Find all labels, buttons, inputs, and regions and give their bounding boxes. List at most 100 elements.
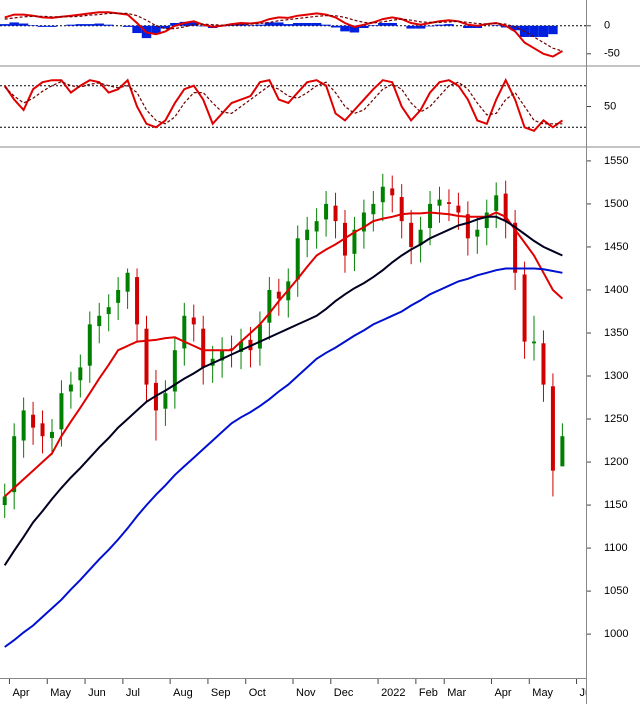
candle-body [522,274,527,342]
histogram-bar [387,22,397,26]
y-tick-label: 1450 [604,241,628,253]
histogram-bar [321,24,331,26]
candle-body [494,195,499,211]
candle-body [550,386,555,471]
candle-body [437,199,442,206]
candle-body [267,289,272,323]
candle-body [371,203,376,215]
x-tick-label: 2022 [381,687,405,699]
y-tick-label: 1500 [604,198,628,210]
candle-body [220,350,225,361]
histogram-bar [434,24,445,26]
histogram-bar [151,25,161,35]
histogram-bar [529,25,539,37]
histogram-bar [94,23,104,26]
histogram-bar [406,25,416,29]
candle-body [257,324,262,349]
histogram-bar [425,25,435,27]
plot-area: Apr May Jun Jul Aug Sep Oct Nov Dec 2022 Feb Mar Apr… [0,11,598,699]
candle-body [532,341,537,344]
y-tick-label: 1000 [604,628,628,640]
x-tick-label: May [50,687,71,699]
indicator-line [3,215,563,566]
histogram-bar [415,25,426,29]
histogram-bar [103,24,114,26]
histogram-bar [0,24,10,26]
candle-body [446,202,451,204]
y-tick-label: 50 [604,100,616,112]
x-tick-label: Jun [580,687,598,699]
x-tick-label: Mar [447,687,466,699]
candle-body [503,193,508,222]
candle-body [97,315,102,327]
candle-body [380,186,385,203]
candle-body [182,315,187,349]
x-tick-label: Apr [12,687,29,699]
candle-body [409,222,414,247]
histogram-bar [9,22,19,26]
x-tick-label: May [532,687,553,699]
y-tick-label: 1150 [604,499,628,511]
x-tick-label: Sep [211,687,231,699]
candle-body [475,229,480,237]
histogram-bar [37,25,48,27]
histogram-bar [538,25,549,37]
candle-body [295,238,300,280]
indicator-line [4,267,563,648]
histogram-bar [132,25,142,34]
candle-body [68,384,73,392]
histogram-bar [75,24,86,26]
candle-body [314,221,319,232]
histogram-bar [472,25,483,29]
y-tick-label: 1250 [604,413,628,425]
candle-body [560,436,565,467]
candle-body [78,367,83,381]
candle-body [390,188,395,196]
candle-body [12,436,17,493]
y-tick-label: 1550 [604,155,628,167]
histogram-bar [170,22,180,26]
histogram-bar [160,25,171,29]
histogram-bar [293,22,303,26]
axes: -50 0 50 1000 1050 1100 1150 1200 1250 1300 1350 14… [586,20,628,640]
y-tick-label: -50 [604,48,620,60]
histogram-bar [28,25,38,26]
candle-body [484,212,489,229]
candle-body [49,431,54,438]
histogram-bar [491,25,501,26]
candle-body [59,393,64,430]
candle-body [541,343,546,385]
candle-body [116,289,121,303]
histogram-bar [340,25,350,32]
candle-body [456,205,461,213]
x-tick-label: Feb [419,687,438,699]
y-tick-label: 1350 [604,327,628,339]
candle-body [163,393,168,409]
histogram-bar [359,25,369,29]
histogram-bar [330,25,341,28]
y-tick-label: 1200 [604,456,628,468]
histogram-bar [444,24,454,26]
candle-body [191,317,196,325]
histogram-bar [311,22,322,26]
candle-body [40,423,45,437]
x-tick-label: Jul [126,687,140,699]
histogram-bar [378,22,388,26]
candle-body [361,212,366,232]
candle-body [276,291,281,299]
histogram-bar [368,25,379,26]
histogram-bar [349,25,360,33]
histogram-bar [198,25,208,27]
candle-body [352,229,357,254]
indicator-line [4,12,563,52]
candle-body [418,229,423,246]
histogram-bar [510,25,520,31]
x-tick-label: Apr [494,687,511,699]
candle-body [513,222,518,273]
y-tick-label: 1050 [604,585,628,597]
candle-body [428,203,433,229]
candle-body [201,328,206,368]
candle-body [144,328,149,385]
candle-body [333,205,338,222]
